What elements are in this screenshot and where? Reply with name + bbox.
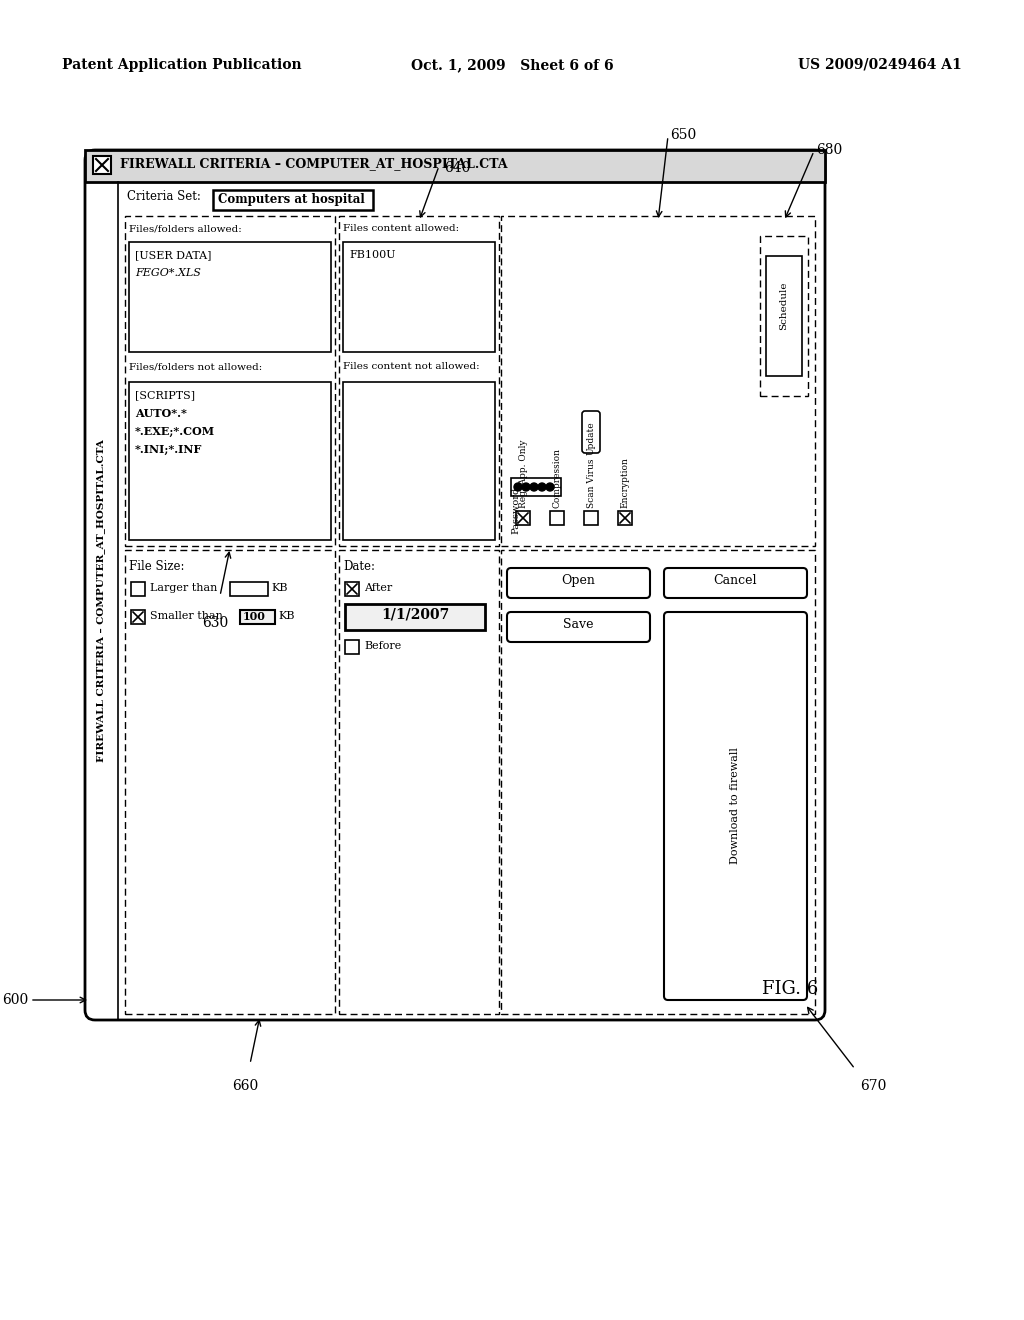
Text: FEGO*.XLS: FEGO*.XLS	[135, 268, 201, 279]
FancyBboxPatch shape	[664, 612, 807, 1001]
Text: Compression: Compression	[553, 447, 561, 508]
Text: Files/folders allowed:: Files/folders allowed:	[129, 224, 242, 234]
Text: [SCRIPTS]: [SCRIPTS]	[135, 389, 196, 400]
Bar	[343, 242, 495, 352]
Circle shape	[538, 483, 546, 491]
Bar	[85, 150, 825, 182]
Text: Encryption: Encryption	[621, 457, 630, 508]
Bar	[345, 640, 359, 653]
Text: 630: 630	[202, 616, 228, 630]
Text: Save: Save	[563, 618, 594, 631]
Text: Patent Application Publication: Patent Application Publication	[62, 58, 302, 73]
FancyBboxPatch shape	[507, 612, 650, 642]
Text: 640: 640	[444, 161, 470, 176]
Text: Reg. App. Only: Reg. App. Only	[518, 440, 527, 508]
Text: Scan Virus: Scan Virus	[587, 458, 596, 508]
Bar	[240, 610, 275, 624]
Text: FIREWALL CRITERIA – COMPUTER_AT_HOSPITAL.CTA: FIREWALL CRITERIA – COMPUTER_AT_HOSPITAL…	[96, 440, 105, 763]
Text: 680: 680	[816, 143, 843, 157]
Text: Password:: Password:	[511, 483, 520, 533]
Text: FIG. 6: FIG. 6	[762, 979, 818, 998]
Bar	[345, 582, 359, 597]
Bar	[125, 550, 335, 1014]
Text: Files content not allowed:: Files content not allowed:	[343, 362, 479, 371]
Bar	[339, 216, 499, 546]
Bar	[93, 156, 111, 174]
Bar	[511, 478, 561, 496]
Bar	[129, 381, 331, 540]
Text: 100: 100	[243, 611, 266, 622]
Text: Download to firewall: Download to firewall	[730, 747, 740, 865]
Text: Larger than: Larger than	[150, 583, 217, 593]
Bar	[501, 216, 815, 546]
Text: US 2009/0249464 A1: US 2009/0249464 A1	[799, 58, 962, 73]
Text: Cancel: Cancel	[714, 574, 758, 587]
Text: Schedule: Schedule	[779, 281, 788, 330]
Bar	[345, 605, 485, 630]
Text: After: After	[364, 583, 392, 593]
Text: Before: Before	[364, 642, 401, 651]
Bar	[618, 511, 632, 525]
Text: Criteria Set:: Criteria Set:	[127, 190, 201, 203]
Text: FIREWALL CRITERIA – COMPUTER_AT_HOSPITAL.CTA: FIREWALL CRITERIA – COMPUTER_AT_HOSPITAL…	[120, 157, 508, 170]
Circle shape	[546, 483, 554, 491]
FancyBboxPatch shape	[507, 568, 650, 598]
Bar	[131, 582, 145, 597]
Text: 650: 650	[670, 128, 696, 143]
Text: 600: 600	[2, 993, 28, 1007]
Bar	[516, 511, 530, 525]
Circle shape	[530, 483, 538, 491]
Bar	[93, 156, 111, 174]
Text: Open: Open	[561, 574, 595, 587]
Text: KB: KB	[278, 611, 295, 620]
Bar	[550, 511, 564, 525]
FancyBboxPatch shape	[582, 411, 600, 453]
Text: 1/1/2007: 1/1/2007	[381, 609, 450, 622]
Bar	[343, 381, 495, 540]
Bar	[213, 190, 373, 210]
Bar	[230, 582, 268, 597]
Text: Date:: Date:	[343, 560, 375, 573]
Bar	[501, 550, 815, 1014]
Text: Files/folders not allowed:: Files/folders not allowed:	[129, 362, 262, 371]
Text: 670: 670	[860, 1078, 887, 1093]
Text: [USER DATA]: [USER DATA]	[135, 249, 212, 260]
Text: *.EXE;*.COM: *.EXE;*.COM	[135, 426, 215, 437]
Bar	[584, 511, 598, 525]
Bar	[760, 236, 808, 396]
Text: FB100U: FB100U	[349, 249, 395, 260]
Text: *.INI;*.INF: *.INI;*.INF	[135, 444, 203, 455]
Text: Smaller than: Smaller than	[150, 611, 223, 620]
Text: KB: KB	[271, 583, 288, 593]
Text: 660: 660	[231, 1078, 258, 1093]
Text: Oct. 1, 2009   Sheet 6 of 6: Oct. 1, 2009 Sheet 6 of 6	[411, 58, 613, 73]
Bar	[125, 216, 335, 546]
Text: File Size:: File Size:	[129, 560, 184, 573]
Bar	[131, 610, 145, 624]
Bar	[129, 242, 331, 352]
Text: AUTO*.*: AUTO*.*	[135, 408, 186, 418]
Bar	[339, 550, 499, 1014]
Text: Files content allowed:: Files content allowed:	[343, 224, 459, 234]
Circle shape	[522, 483, 530, 491]
FancyBboxPatch shape	[664, 568, 807, 598]
Bar	[766, 256, 802, 376]
Text: Computers at hospital: Computers at hospital	[218, 193, 365, 206]
Circle shape	[514, 483, 522, 491]
FancyBboxPatch shape	[85, 150, 825, 1020]
Text: Update: Update	[587, 421, 596, 454]
